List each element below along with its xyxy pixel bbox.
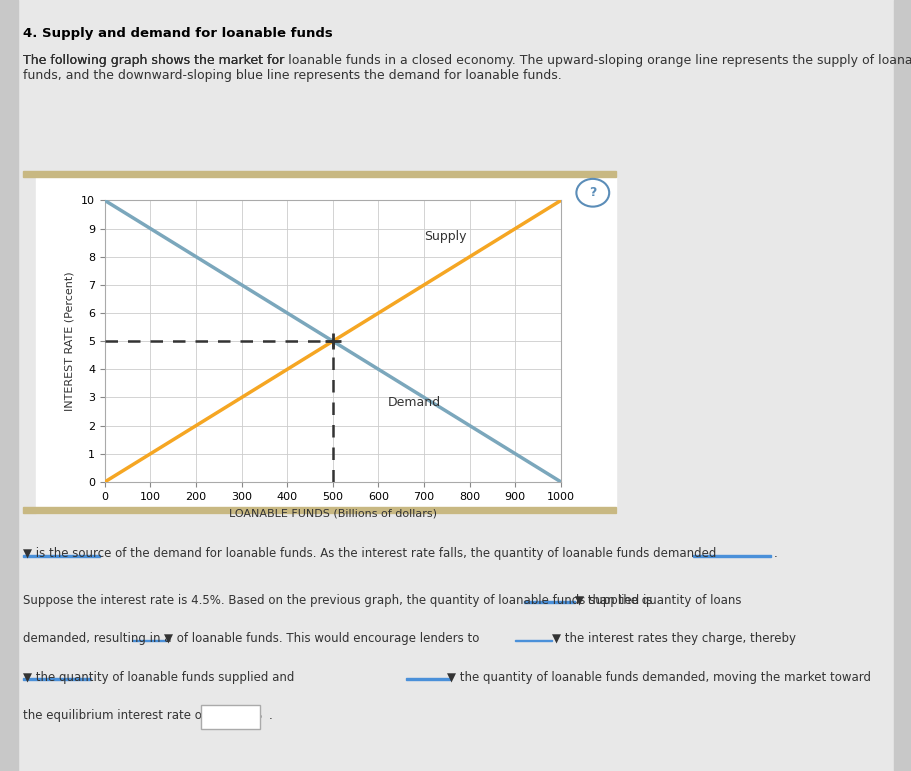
Text: ▼ the quantity of loanable funds demanded, moving the market toward: ▼ the quantity of loanable funds demande…	[446, 671, 870, 684]
Bar	[0, 0, 18, 771]
Bar	[23, 678, 91, 680]
Bar	[23, 507, 615, 513]
Text: .: .	[269, 709, 272, 722]
Circle shape	[576, 179, 609, 207]
Text: ▼ is the source of the demand for loanable funds. As the interest rate falls, th: ▼ is the source of the demand for loanab…	[23, 547, 715, 561]
Bar	[132, 640, 167, 641]
Bar	[405, 678, 449, 680]
Text: Demand: Demand	[387, 396, 440, 409]
Text: 4. Supply and demand for loanable funds: 4. Supply and demand for loanable funds	[23, 27, 333, 40]
Bar	[23, 171, 615, 177]
Y-axis label: INTEREST RATE (Percent): INTEREST RATE (Percent)	[64, 271, 74, 411]
Text: ▼ than the quantity of loans: ▼ than the quantity of loans	[574, 594, 741, 607]
Text: The following graph shows the market for: The following graph shows the market for	[23, 54, 288, 67]
Text: ▼ the interest rates they charge, thereby: ▼ the interest rates they charge, thereb…	[551, 632, 795, 645]
Text: the equilibrium interest rate of: the equilibrium interest rate of	[23, 709, 206, 722]
Text: ▼ the quantity of loanable funds supplied and: ▼ the quantity of loanable funds supplie…	[23, 671, 294, 684]
Bar	[23, 555, 100, 557]
Text: Suppose the interest rate is 4.5%. Based on the previous graph, the quantity of : Suppose the interest rate is 4.5%. Based…	[23, 594, 651, 607]
Bar	[692, 555, 770, 557]
Text: demanded, resulting in a: demanded, resulting in a	[23, 632, 171, 645]
Text: ▼ of loanable funds. This would encourage lenders to: ▼ of loanable funds. This would encourag…	[164, 632, 479, 645]
Bar	[36, 177, 615, 513]
Bar	[200, 705, 260, 729]
Text: ?: ?	[589, 187, 596, 199]
Text: %: %	[251, 709, 261, 722]
X-axis label: LOANABLE FUNDS (Billions of dollars): LOANABLE FUNDS (Billions of dollars)	[229, 509, 436, 519]
Text: Supply: Supply	[424, 230, 466, 243]
Bar	[524, 601, 574, 603]
Bar	[893, 0, 911, 771]
Bar	[515, 640, 551, 641]
Text: The following graph shows the market for loanable funds in a closed economy. The: The following graph shows the market for…	[23, 54, 911, 82]
Text: .: .	[773, 547, 776, 561]
